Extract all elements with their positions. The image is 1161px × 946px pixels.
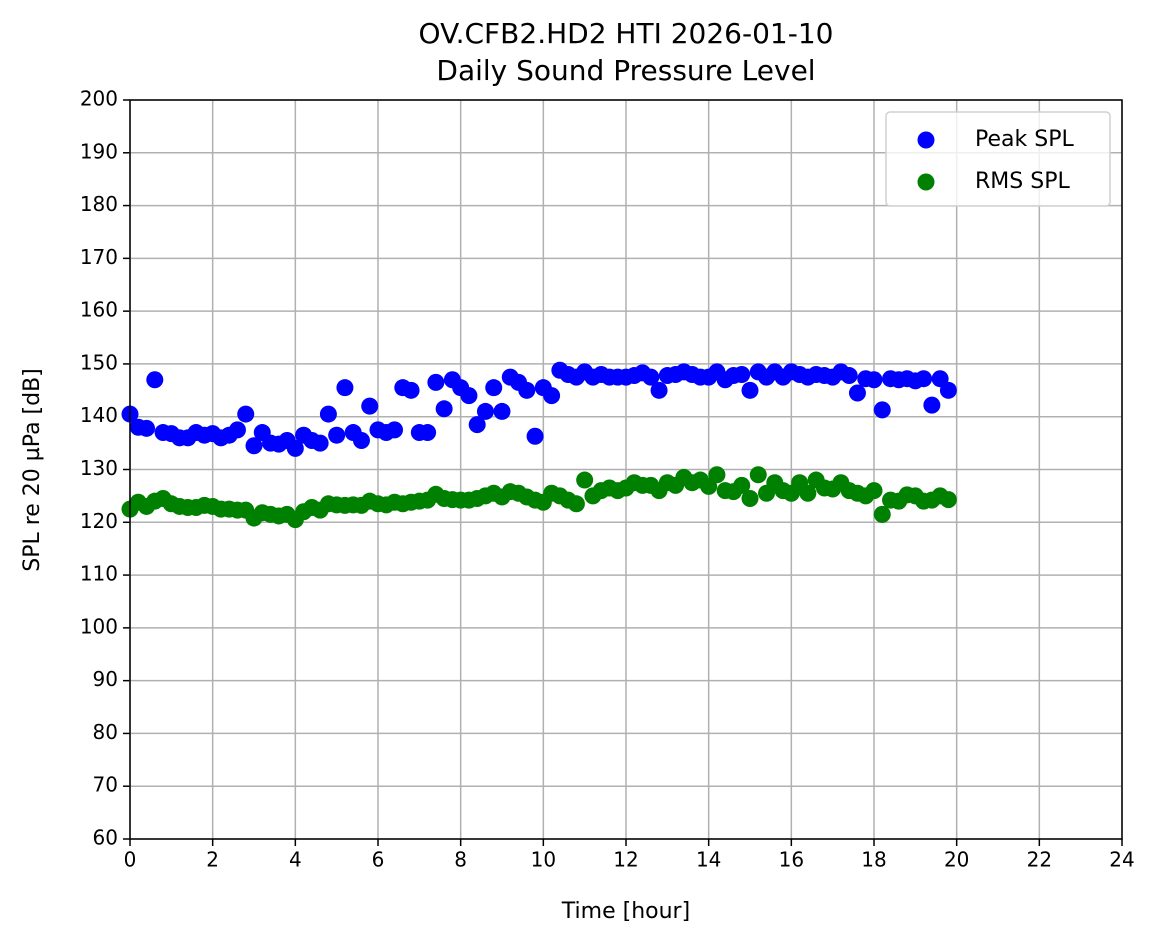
point: [402, 381, 420, 399]
point: [493, 402, 511, 420]
y-tick-label: 60: [93, 826, 118, 850]
y-tick-label: 100: [80, 614, 118, 638]
y-tick-label: 110: [80, 562, 118, 586]
x-tick-label: 6: [372, 848, 385, 872]
point: [336, 379, 354, 397]
point: [865, 482, 883, 500]
legend-label: RMS SPL: [975, 169, 1070, 194]
point: [650, 381, 668, 399]
y-tick-label: 200: [80, 87, 118, 111]
point: [319, 405, 337, 423]
x-tick-label: 24: [1109, 848, 1134, 872]
legend: Peak SPL RMS SPL: [885, 111, 1111, 207]
point: [741, 490, 759, 508]
legend-marker: [917, 173, 935, 191]
point: [840, 367, 858, 385]
x-tick-label: 2: [206, 848, 219, 872]
point: [848, 384, 866, 402]
y-tick-label: 140: [80, 403, 118, 427]
y-tick-label: 170: [80, 245, 118, 269]
point: [733, 365, 751, 383]
x-tick-label: 22: [1027, 848, 1052, 872]
point: [228, 421, 246, 439]
x-tick-label: 16: [779, 848, 804, 872]
plot-frame: [129, 99, 1123, 840]
point: [427, 373, 445, 391]
point: [873, 401, 891, 419]
x-tick-label: 8: [454, 848, 467, 872]
series: [121, 466, 957, 529]
point: [567, 495, 585, 513]
point: [361, 397, 379, 415]
point: [328, 426, 346, 444]
y-tick-label: 150: [80, 350, 118, 374]
point: [237, 405, 255, 423]
point: [286, 439, 304, 457]
point: [939, 381, 957, 399]
y-axis-label: SPL re 20 µPa [dB]: [20, 368, 45, 572]
y-tick-label: 130: [80, 456, 118, 480]
point: [749, 466, 767, 484]
x-tick-label: 10: [531, 848, 556, 872]
y-tick-label: 70: [93, 773, 118, 797]
point: [873, 505, 891, 523]
point: [419, 424, 437, 442]
y-tick-label: 120: [80, 509, 118, 533]
x-tick-label: 12: [613, 848, 638, 872]
point: [518, 381, 536, 399]
y-tick-label: 180: [80, 192, 118, 216]
point: [708, 466, 726, 484]
point: [915, 370, 933, 388]
point: [146, 371, 164, 389]
chart-subtitle: Daily Sound Pressure Level: [436, 54, 815, 87]
point: [939, 491, 957, 509]
point: [311, 434, 329, 452]
point: [865, 371, 883, 389]
point: [435, 400, 453, 418]
point: [741, 381, 759, 399]
point: [526, 427, 544, 445]
x-tick-label: 20: [944, 848, 969, 872]
x-axis-label: Time [hour]: [561, 899, 690, 924]
x-tick-label: 14: [696, 848, 721, 872]
x-tick-label: 0: [124, 848, 137, 872]
point: [576, 471, 594, 489]
point: [468, 416, 486, 434]
point: [799, 484, 817, 502]
point: [460, 387, 478, 405]
y-tick-label: 160: [80, 298, 118, 322]
y-tick-label: 90: [93, 667, 118, 691]
legend-marker: [917, 131, 935, 149]
point: [245, 437, 263, 455]
point: [485, 379, 503, 397]
chart-title: OV.CFB2.HD2 HTI 2026-01-10: [419, 17, 834, 50]
legend-box: [885, 111, 1111, 207]
y-tick-label: 80: [93, 720, 118, 744]
point: [138, 419, 156, 437]
x-tick-label: 4: [289, 848, 302, 872]
point: [923, 396, 941, 414]
x-tick-label: 18: [861, 848, 886, 872]
legend-label: Peak SPL: [975, 127, 1074, 152]
point: [733, 476, 751, 494]
point: [386, 421, 404, 439]
point: [476, 402, 494, 420]
y-tick-label: 190: [80, 139, 118, 163]
point: [642, 368, 660, 386]
point: [543, 387, 561, 405]
series: [121, 361, 957, 457]
point: [352, 431, 370, 449]
